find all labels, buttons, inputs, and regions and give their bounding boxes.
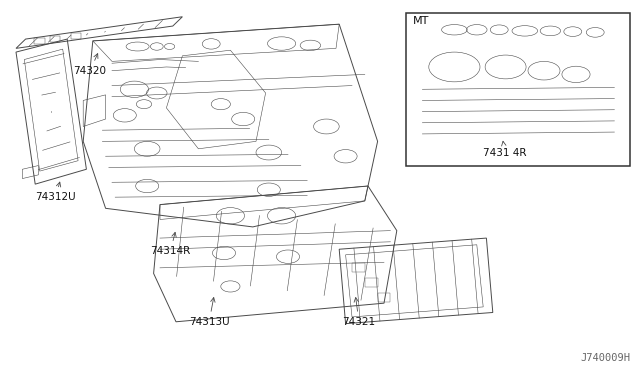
Text: 74320: 74320 (74, 54, 107, 76)
Polygon shape (413, 17, 624, 149)
Polygon shape (413, 54, 430, 92)
Text: 74313U: 74313U (189, 298, 229, 327)
Text: 7431 4R: 7431 4R (483, 141, 527, 157)
Text: J740009H: J740009H (580, 353, 630, 363)
Bar (406, 13, 630, 166)
Text: 74312U: 74312U (35, 182, 76, 202)
Polygon shape (611, 87, 624, 113)
Polygon shape (416, 17, 621, 40)
Text: 74314R: 74314R (150, 232, 191, 256)
Text: MT: MT (413, 16, 429, 26)
Text: 74321: 74321 (342, 298, 376, 327)
